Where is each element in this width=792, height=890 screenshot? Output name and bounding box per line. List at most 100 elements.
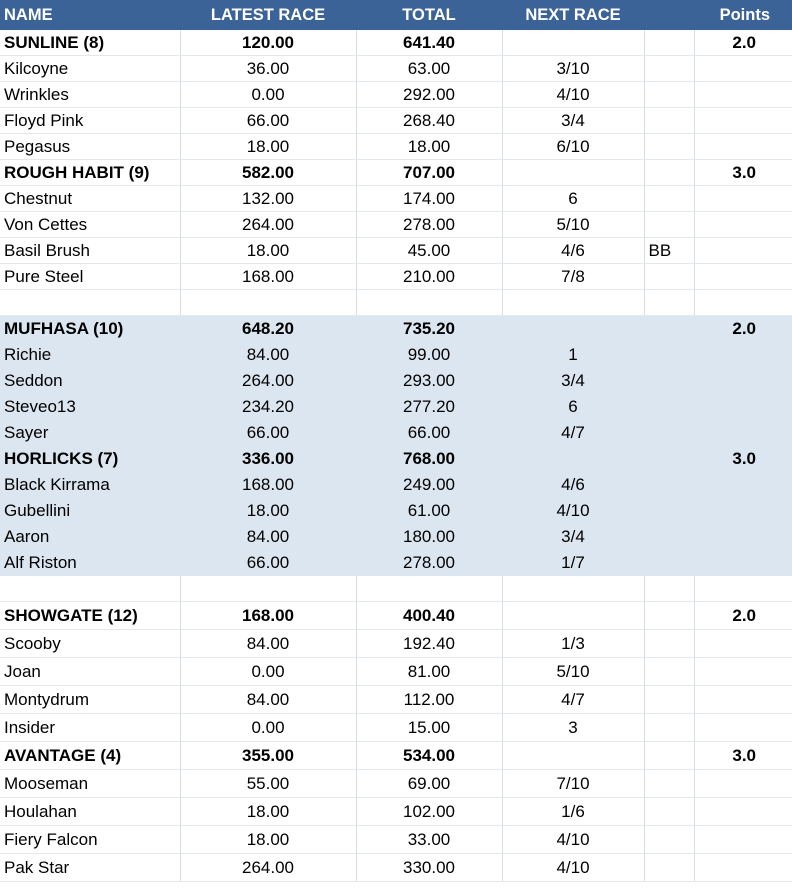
header-total: TOTAL [356, 0, 502, 30]
latest-race-cell: 648.20 [180, 315, 357, 342]
horse-row: Sayer 66.00 66.00 4/7 [0, 419, 792, 446]
note-cell [644, 419, 695, 446]
latest-race-cell: 18.00 [180, 497, 357, 524]
total-cell: 81.00 [356, 657, 503, 686]
note-cell [644, 657, 695, 686]
spacer-row [0, 575, 792, 602]
latest-race-cell: 0.00 [180, 81, 357, 108]
name-cell: Floyd Pink [0, 107, 181, 134]
points-cell [694, 471, 792, 498]
horse-row: Seddon 264.00 293.00 3/4 [0, 367, 792, 394]
next-race-cell [502, 445, 645, 472]
points-cell [694, 393, 792, 420]
note-cell [644, 471, 695, 498]
points-cell: 2.0 [694, 315, 792, 342]
team-row: MUFHASA (10) 648.20 735.20 2.0 [0, 315, 792, 342]
horse-row: Scooby 84.00 192.40 1/3 [0, 629, 792, 658]
next-race-cell: 6 [502, 185, 645, 212]
next-race-cell: 4/6 [502, 237, 645, 264]
note-cell [644, 393, 695, 420]
name-cell: AVANTAGE (4) [0, 741, 181, 770]
team-row: ROUGH HABIT (9) 582.00 707.00 3.0 [0, 159, 792, 186]
next-race-cell: 4/10 [502, 497, 645, 524]
latest-race-cell: 132.00 [180, 185, 357, 212]
points-cell: 3.0 [694, 159, 792, 186]
total-cell: 292.00 [356, 81, 503, 108]
next-race-cell: 3/4 [502, 107, 645, 134]
team-row: AVANTAGE (4) 355.00 534.00 3.0 [0, 741, 792, 770]
horse-row: Houlahan 18.00 102.00 1/6 [0, 797, 792, 826]
name-cell: Kilcoyne [0, 55, 181, 82]
name-cell: Insider [0, 713, 181, 742]
name-cell: Steveo13 [0, 393, 181, 420]
header-points: Points [694, 0, 792, 30]
points-cell [694, 237, 792, 264]
next-race-cell [502, 601, 645, 630]
total-cell: 735.20 [356, 315, 503, 342]
note-cell [644, 185, 695, 212]
next-race-cell: 4/7 [502, 685, 645, 714]
latest-race-cell: 264.00 [180, 853, 357, 882]
points-cell [694, 825, 792, 854]
note-cell [644, 367, 695, 394]
latest-race-cell: 582.00 [180, 159, 357, 186]
total-cell: 102.00 [356, 797, 503, 826]
total-cell: 112.00 [356, 685, 503, 714]
points-cell [694, 549, 792, 576]
latest-race-cell: 0.00 [180, 713, 357, 742]
note-cell [644, 211, 695, 238]
note-cell [644, 30, 695, 56]
next-race-cell: 6/10 [502, 133, 645, 160]
name-cell: Black Kirrama [0, 471, 181, 498]
total-cell: 69.00 [356, 769, 503, 798]
empty-cell [644, 575, 695, 602]
total-cell: 278.00 [356, 211, 503, 238]
empty-cell [356, 575, 503, 602]
team-row: SUNLINE (8) 120.00 641.40 2.0 [0, 30, 792, 56]
name-cell: Sayer [0, 419, 181, 446]
latest-race-cell: 168.00 [180, 263, 357, 290]
name-cell: Scooby [0, 629, 181, 658]
horse-row: Basil Brush 18.00 45.00 4/6 BB [0, 237, 792, 264]
total-cell: 534.00 [356, 741, 503, 770]
header-name: NAME [0, 0, 180, 30]
next-race-cell: 4/10 [502, 853, 645, 882]
points-cell: 2.0 [694, 30, 792, 56]
points-cell: 3.0 [694, 741, 792, 770]
points-cell [694, 133, 792, 160]
note-cell [644, 769, 695, 798]
empty-cell [0, 575, 181, 602]
total-cell: 268.40 [356, 107, 503, 134]
points-cell: 3.0 [694, 445, 792, 472]
next-race-cell [502, 741, 645, 770]
name-cell: Basil Brush [0, 237, 181, 264]
latest-race-cell: 264.00 [180, 211, 357, 238]
total-cell: 63.00 [356, 55, 503, 82]
points-cell [694, 55, 792, 82]
header-row: NAME LATEST RACE TOTAL NEXT RACE Points [0, 0, 792, 30]
next-race-cell: 4/6 [502, 471, 645, 498]
next-race-cell: 7/8 [502, 263, 645, 290]
total-cell: 330.00 [356, 853, 503, 882]
header-extra [644, 0, 694, 30]
name-cell: Pegasus [0, 133, 181, 160]
latest-race-cell: 66.00 [180, 419, 357, 446]
total-cell: 192.40 [356, 629, 503, 658]
total-cell: 641.40 [356, 30, 503, 56]
note-cell [644, 549, 695, 576]
name-cell: Joan [0, 657, 181, 686]
note-cell [644, 341, 695, 368]
total-cell: 99.00 [356, 341, 503, 368]
note-cell [644, 315, 695, 342]
total-cell: 400.40 [356, 601, 503, 630]
empty-cell [502, 289, 645, 316]
next-race-cell: 6 [502, 393, 645, 420]
horse-row: Pure Steel 168.00 210.00 7/8 [0, 263, 792, 290]
points-cell [694, 107, 792, 134]
horse-row: Kilcoyne 36.00 63.00 3/10 [0, 55, 792, 82]
note-cell [644, 685, 695, 714]
next-race-cell: 4/7 [502, 419, 645, 446]
note-cell: BB [644, 237, 695, 264]
name-cell: Pak Star [0, 853, 181, 882]
